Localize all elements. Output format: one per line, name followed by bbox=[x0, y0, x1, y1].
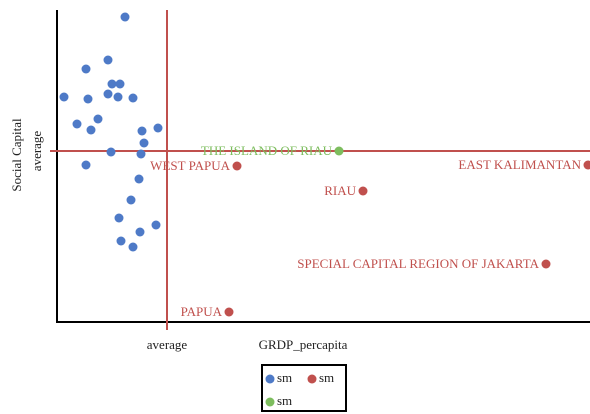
legend-marker bbox=[265, 374, 275, 384]
point bbox=[358, 186, 368, 196]
point bbox=[128, 93, 138, 103]
point bbox=[583, 160, 590, 170]
legend-box bbox=[261, 364, 347, 412]
point bbox=[114, 213, 124, 223]
point bbox=[116, 236, 126, 246]
point bbox=[107, 79, 117, 89]
point bbox=[134, 174, 144, 184]
x-axis-title: GRDP_percapita bbox=[259, 337, 348, 352]
point-label: EAST KALIMANTAN bbox=[458, 157, 581, 172]
point-label: RIAU bbox=[324, 183, 356, 198]
point bbox=[86, 125, 96, 135]
point bbox=[224, 307, 234, 317]
legend-marker bbox=[307, 374, 317, 384]
x-tick-label: average bbox=[147, 337, 188, 352]
point bbox=[126, 195, 136, 205]
point bbox=[232, 161, 242, 171]
point bbox=[153, 123, 163, 133]
y-tick-label: average bbox=[29, 131, 44, 172]
point bbox=[128, 242, 138, 252]
point-label: SPECIAL CAPITAL REGION OF JAKARTA bbox=[297, 256, 539, 271]
point bbox=[72, 119, 82, 129]
point-label: PAPUA bbox=[181, 304, 223, 319]
point bbox=[136, 149, 146, 159]
point-label: WEST PAPUA bbox=[150, 158, 230, 173]
point bbox=[113, 92, 123, 102]
legend-label: sm bbox=[277, 393, 292, 408]
point bbox=[135, 227, 145, 237]
point bbox=[81, 160, 91, 170]
y-axis-title: Social Capital bbox=[9, 118, 24, 192]
point bbox=[93, 114, 103, 124]
point bbox=[106, 147, 116, 157]
point bbox=[103, 89, 113, 99]
point bbox=[120, 12, 130, 22]
point bbox=[151, 220, 161, 230]
legend-label: sm bbox=[277, 370, 292, 385]
point bbox=[137, 126, 147, 136]
point bbox=[81, 64, 91, 74]
point bbox=[541, 259, 551, 269]
point bbox=[83, 94, 93, 104]
legend-label: sm bbox=[319, 370, 334, 385]
point-label: THE ISLAND OF RIAU bbox=[201, 143, 333, 158]
point bbox=[334, 146, 344, 156]
point bbox=[103, 55, 113, 65]
legend-marker bbox=[265, 397, 275, 407]
point bbox=[115, 79, 125, 89]
point bbox=[59, 92, 69, 102]
point bbox=[139, 138, 149, 148]
